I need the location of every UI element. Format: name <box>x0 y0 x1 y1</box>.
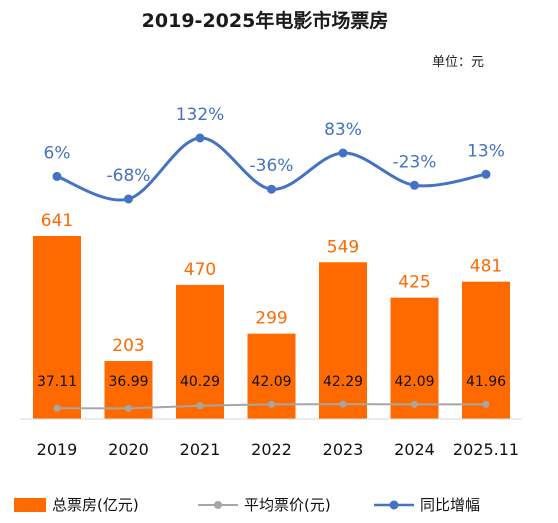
growth-value-label: -68% <box>107 166 151 186</box>
x-axis-ticks: 2019 2020 2021 2022 2023 2024 2025.11 <box>37 440 519 459</box>
price-point-2022 <box>268 400 275 408</box>
x-tick-label: 2025.11 <box>453 440 519 459</box>
price-point-2021 <box>196 402 204 410</box>
x-tick-label: 2022 <box>251 440 292 459</box>
growth-point-2022 <box>267 184 276 194</box>
x-tick-label: 2019 <box>37 440 78 459</box>
price-value-label: 37.11 <box>37 374 77 390</box>
legend-price-marker <box>214 501 222 509</box>
price-value-label: 42.09 <box>251 374 291 390</box>
growth-point-2025.11 <box>481 169 491 179</box>
bar-value-label: 549 <box>327 237 359 257</box>
bar-value-label: 299 <box>255 309 287 329</box>
price-point-2019 <box>53 404 61 412</box>
price-point-2020 <box>125 404 132 412</box>
growth-value-label: 132% <box>176 105 225 125</box>
bar-value-label: 425 <box>398 273 430 293</box>
bars-layer: 641 203 470 299 549 425 481 <box>33 211 510 419</box>
x-tick-label: 2024 <box>394 440 435 459</box>
x-tick-label: 2020 <box>108 440 149 459</box>
growth-point-2023 <box>338 148 348 158</box>
bar-value-label: 641 <box>41 211 73 231</box>
price-point-2023 <box>339 400 347 408</box>
bar-value-label: 203 <box>112 336 144 356</box>
growth-point-2020 <box>124 194 133 204</box>
growth-point-2021 <box>195 133 205 143</box>
price-value-label: 42.09 <box>394 374 434 390</box>
bar-2025.11 <box>462 281 510 419</box>
unit-note: 单位：元 <box>432 55 484 70</box>
legend-growth-marker <box>389 500 399 510</box>
price-value-label: 42.29 <box>323 374 363 390</box>
growth-line-layer: 6% -68% 132% -36% 83% -23% 13% <box>44 105 505 204</box>
price-point-2025.11 <box>482 400 490 408</box>
bar-value-label: 470 <box>184 260 216 280</box>
legend-price-label: 平均票价(元) <box>244 496 331 514</box>
growth-value-label: -36% <box>250 156 294 176</box>
x-tick-label: 2021 <box>180 440 221 459</box>
growth-point-2019 <box>52 171 62 181</box>
growth-value-label: -23% <box>393 152 437 172</box>
bar-2021 <box>176 284 224 419</box>
growth-value-label: 83% <box>324 120 362 140</box>
price-value-label: 40.29 <box>180 374 220 390</box>
legend: 总票房(亿元) 平均票价(元) 同比增幅 <box>14 496 480 514</box>
growth-value-label: 13% <box>467 141 505 161</box>
growth-point-2024 <box>410 180 419 190</box>
bar-2024 <box>390 297 439 419</box>
growth-value-label: 6% <box>44 143 71 163</box>
legend-bar-label: 总票房(亿元) <box>52 496 139 514</box>
legend-bar-swatch <box>14 498 46 512</box>
price-value-label: 41.96 <box>466 374 506 390</box>
bar-2023 <box>319 262 367 419</box>
legend-growth-label: 同比增幅 <box>420 496 480 514</box>
price-point-2024 <box>411 400 418 408</box>
x-tick-label: 2023 <box>323 440 364 459</box>
bar-2019 <box>33 236 81 419</box>
price-line-layer: 37.11 36.99 40.29 42.09 42.29 42.09 41.96 <box>37 374 506 412</box>
chart-title: 2019-2025年电影市场票房 <box>142 9 389 32</box>
price-value-label: 36.99 <box>108 374 148 390</box>
bar-value-label: 481 <box>470 257 502 277</box>
